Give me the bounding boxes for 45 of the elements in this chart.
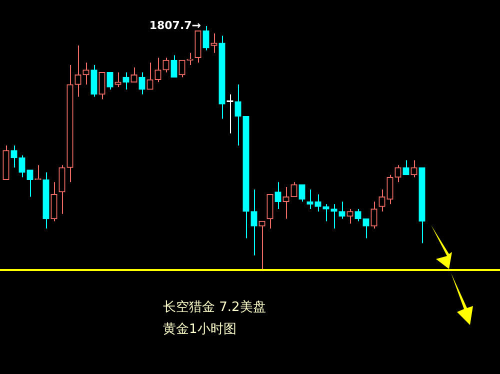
text: 黄金1小时图 — [163, 321, 236, 338]
candlestick — [178, 60, 186, 78]
candlestick — [138, 72, 146, 95]
candlestick — [362, 218, 370, 239]
candlestick — [114, 72, 122, 88]
text: 长空猎金 7.2美盘 — [163, 299, 266, 316]
candlestick — [346, 208, 354, 224]
candlestick — [338, 201, 346, 220]
candlestick — [106, 72, 114, 90]
candlestick — [98, 72, 106, 100]
candlestick — [122, 72, 130, 90]
annotation: 1807.7→ — [149, 18, 201, 32]
candlestick — [10, 145, 18, 168]
candlestick — [306, 188, 314, 210]
candlestick — [330, 204, 338, 230]
candlestick — [322, 204, 330, 222]
candlestick — [74, 45, 82, 98]
candlestick — [50, 182, 58, 222]
candlestick — [290, 182, 298, 198]
candlestick — [410, 160, 418, 178]
candlestick — [370, 201, 378, 230]
candlestick — [234, 84, 242, 146]
candlestick — [170, 54, 178, 78]
candlestick — [162, 57, 170, 73]
candlestick — [202, 26, 210, 51]
candlestick — [258, 220, 266, 270]
candlestick — [386, 174, 394, 205]
candlestick — [282, 186, 290, 220]
candlestick — [18, 154, 26, 178]
candlestick — [402, 160, 410, 176]
candlestick — [274, 182, 282, 210]
candlestick — [298, 184, 306, 202]
candlestick — [90, 64, 98, 98]
candlestick — [146, 62, 154, 90]
candlestick — [394, 164, 402, 183]
candlestick — [250, 188, 258, 256]
candlestick — [210, 32, 218, 54]
candlestick — [314, 194, 322, 212]
candlestick — [130, 66, 138, 83]
candlestick — [82, 62, 90, 86]
candlestick — [58, 164, 66, 214]
candlestick — [26, 169, 34, 198]
candlestick — [378, 188, 386, 212]
candlestick — [266, 194, 274, 230]
candlestick — [154, 57, 162, 83]
